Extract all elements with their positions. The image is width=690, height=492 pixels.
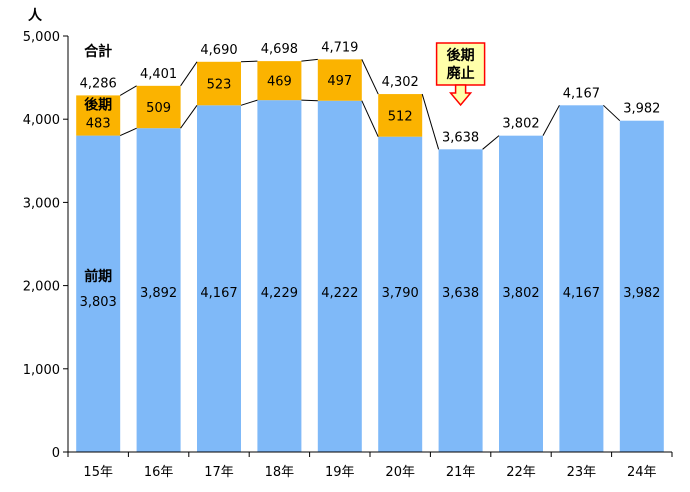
x-tick-label: 17年	[204, 465, 234, 480]
bars	[76, 59, 664, 453]
y-tick-label: 0	[52, 446, 60, 461]
y-tick-label: 3,000	[23, 196, 60, 211]
kouki-series-label: 後期	[84, 96, 112, 113]
zenki-connector-line	[240, 99, 258, 106]
zenki-value-label: 3,802	[502, 286, 539, 301]
kouki-value-label: 497	[327, 74, 352, 89]
bar-zenki	[619, 120, 664, 452]
total-connector-line	[361, 59, 379, 95]
zenki-connector-line	[361, 100, 379, 137]
total-value-label: 4,167	[563, 86, 600, 101]
kouki-value-label: 483	[86, 116, 111, 131]
kouki-value-label: 469	[267, 75, 292, 90]
total-connector-line	[180, 61, 198, 87]
bar-zenki	[76, 135, 121, 452]
zenki-value-label: 3,892	[140, 286, 177, 301]
y-tick-label: 4,000	[23, 113, 60, 128]
bar-zenki	[559, 105, 604, 452]
zenki-connector-line	[119, 127, 137, 137]
annotation-line-1: 後期	[447, 47, 475, 64]
x-tick-label: 18年	[265, 465, 295, 480]
zenki-connector-line	[180, 105, 198, 129]
y-tick-label: 5,000	[23, 30, 60, 45]
total-value-label: 4,302	[382, 75, 419, 90]
bar-zenki	[317, 100, 362, 452]
y-unit-label: 人	[28, 7, 43, 24]
total-connector-line	[542, 105, 560, 136]
total-connector-line	[482, 135, 500, 150]
bar-kouki	[197, 61, 241, 106]
total-connector-line	[240, 60, 258, 63]
x-tick-label: 23年	[567, 465, 597, 480]
x-tick-label: 19年	[325, 465, 355, 480]
x-tick-label: 24年	[627, 465, 657, 480]
zenki-connector-line	[301, 99, 318, 102]
total-connector-line	[119, 85, 137, 96]
x-tick-label: 15年	[83, 465, 113, 480]
y-tick-label: 1,000	[23, 363, 60, 378]
bar-kouki	[317, 59, 362, 101]
kouki-value-label: 512	[388, 109, 413, 124]
total-connector-line	[421, 93, 440, 150]
total-value-label: 4,719	[321, 40, 358, 55]
x-tick-label: 22年	[506, 465, 536, 480]
zenki-value-label: 3,982	[623, 286, 660, 301]
bar-kouki	[76, 95, 121, 136]
total-connector-line	[301, 58, 318, 62]
bar-zenki	[136, 128, 181, 452]
total-value-label: 3,802	[502, 117, 539, 132]
total-value-label: 4,401	[140, 67, 177, 82]
x-tick-label: 21年	[446, 465, 476, 480]
bar-kouki	[378, 94, 423, 137]
annotation-arrow	[448, 84, 473, 107]
x-tick-label: 16年	[144, 465, 174, 480]
x-tick-label: 20年	[385, 465, 415, 480]
kouki-value-label: 523	[207, 78, 232, 93]
zenki-value-label: 3,803	[80, 295, 117, 310]
zenki-series-label: 前期	[84, 268, 112, 285]
bar-zenki	[197, 105, 241, 452]
zenki-value-label: 4,167	[200, 286, 237, 301]
bar-zenki	[378, 136, 423, 452]
zenki-value-label: 3,790	[382, 286, 419, 301]
zenki-value-label: 4,167	[563, 286, 600, 301]
zenki-value-label: 4,222	[321, 286, 358, 301]
total-value-label: 4,698	[261, 42, 298, 57]
kouki-value-label: 509	[146, 101, 171, 116]
bar-kouki	[136, 85, 181, 129]
bar-kouki	[257, 61, 302, 101]
total-value-label: 3,638	[442, 130, 479, 145]
bar-zenki	[257, 100, 302, 452]
x-axis: 15年 16年 17年 18年 19年 20年 21年 22年 23年 24年	[67, 451, 673, 480]
total-series-label: 合計	[84, 43, 112, 60]
bar-zenki	[499, 135, 543, 453]
total-connector-line	[603, 104, 621, 122]
total-value-label: 4,286	[80, 76, 117, 91]
annotation-line-2: 廃止	[447, 65, 475, 82]
zenki-value-label: 3,638	[442, 286, 479, 301]
total-value-label: 3,982	[623, 102, 660, 117]
zenki-value-label: 4,229	[261, 286, 298, 301]
total-value-label: 4,690	[200, 43, 237, 58]
connector-lines	[119, 58, 621, 150]
data-labels: 3,803 483 4,286 3,892 509 4,401 4,167 523 4,690 4…	[80, 40, 661, 310]
bar-zenki	[438, 149, 483, 452]
y-axis: 0 1,000 2,000 3,000 4,000 5,000	[23, 30, 69, 461]
y-tick-label: 2,000	[23, 280, 60, 295]
